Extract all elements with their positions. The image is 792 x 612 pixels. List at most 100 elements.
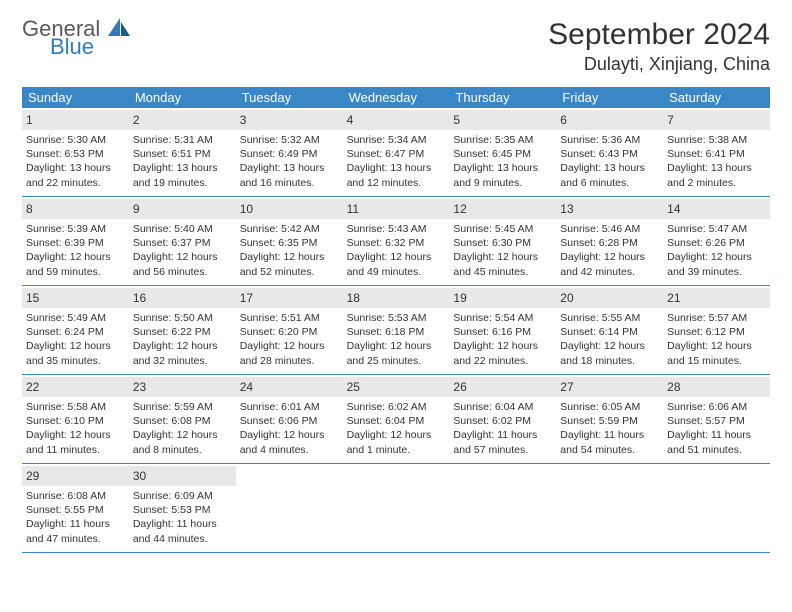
day-cell: 4 Sunrise: 5:34 AMSunset: 6:47 PMDaylight… [343,108,450,196]
day-number-bar: 14 [663,199,770,219]
day-number-bar: 27 [556,377,663,397]
day-cell: 3 Sunrise: 5:32 AMSunset: 6:49 PMDaylight… [236,108,343,196]
day-cell: 17 Sunrise: 5:51 AMSunset: 6:20 PMDayligh… [236,286,343,374]
day-number: 25 [347,380,360,394]
day-number: 17 [240,291,253,305]
logo-blue: Blue [50,36,100,58]
day-number: 21 [667,291,680,305]
day-number: 10 [240,202,253,216]
day-number-bar: 22 [22,377,129,397]
day-cell: 19 Sunrise: 5:54 AMSunset: 6:16 PMDayligh… [449,286,556,374]
weekday-header: Monday [129,87,236,108]
day-cell: 1 Sunrise: 5:30 AMSunset: 6:53 PMDaylight… [22,108,129,196]
day-info: Sunrise: 5:51 AMSunset: 6:20 PMDaylight:… [240,311,339,368]
day-number-bar: 7 [663,110,770,130]
day-info: Sunrise: 5:34 AMSunset: 6:47 PMDaylight:… [347,133,446,190]
day-number-bar: 5 [449,110,556,130]
day-info: Sunrise: 5:42 AMSunset: 6:35 PMDaylight:… [240,222,339,279]
day-number-bar: 10 [236,199,343,219]
day-number: 12 [453,202,466,216]
header: General Blue September 2024 Dulayti, Xin… [22,18,770,75]
day-number-bar: 28 [663,377,770,397]
day-cell [663,464,770,552]
day-cell: 11Sunrise: 5:43 AMSunset: 6:32 PMDayligh… [343,197,450,285]
day-cell: 15Sunrise: 5:49 AMSunset: 6:24 PMDayligh… [22,286,129,374]
day-cell [556,464,663,552]
day-cell: 25Sunrise: 6:02 AMSunset: 6:04 PMDayligh… [343,375,450,463]
day-cell [343,464,450,552]
day-cell: 20Sunrise: 5:55 AMSunset: 6:14 PMDayligh… [556,286,663,374]
sail-icon [106,16,132,43]
day-cell: 10 Sunrise: 5:42 AMSunset: 6:35 PMDayligh… [236,197,343,285]
month-title: September 2024 [548,18,770,52]
day-cell: 13 Sunrise: 5:46 AMSunset: 6:28 PMDayligh… [556,197,663,285]
day-cell: 12 Sunrise: 5:45 AMSunset: 6:30 PMDayligh… [449,197,556,285]
day-number-bar: 2 [129,110,236,130]
title-block: September 2024 Dulayti, Xinjiang, China [548,18,770,75]
week-row: 8 Sunrise: 5:39 AMSunset: 6:39 PMDaylight… [22,197,770,286]
day-cell: 30 Sunrise: 6:09 AMSunset: 5:53 PMDayligh… [129,464,236,552]
day-number-bar: 8 [22,199,129,219]
day-info: Sunrise: 5:31 AMSunset: 6:51 PMDaylight:… [133,133,232,190]
week-row: 15Sunrise: 5:49 AMSunset: 6:24 PMDayligh… [22,286,770,375]
day-number: 13 [560,202,573,216]
day-info: Sunrise: 6:05 AMSunset: 5:59 PMDaylight:… [560,400,659,457]
day-info: Sunrise: 5:38 AMSunset: 6:41 PMDaylight:… [667,133,766,190]
day-number: 22 [26,380,39,394]
day-cell: 26 Sunrise: 6:04 AMSunset: 6:02 PMDayligh… [449,375,556,463]
day-info: Sunrise: 5:46 AMSunset: 6:28 PMDaylight:… [560,222,659,279]
day-number-bar: 4 [343,110,450,130]
day-info: Sunrise: 5:30 AMSunset: 6:53 PMDaylight:… [26,133,125,190]
calendar-grid: SundayMondayTuesdayWednesdayThursdayFrid… [22,87,770,553]
day-info: Sunrise: 5:57 AMSunset: 6:12 PMDaylight:… [667,311,766,368]
day-number: 30 [133,469,146,483]
day-cell: 28Sunrise: 6:06 AMSunset: 5:57 PMDayligh… [663,375,770,463]
day-number: 26 [453,380,466,394]
day-number-bar: 1 [22,110,129,130]
day-cell: 7 Sunrise: 5:38 AMSunset: 6:41 PMDaylight… [663,108,770,196]
day-number-bar: 15 [22,288,129,308]
day-cell: 14Sunrise: 5:47 AMSunset: 6:26 PMDayligh… [663,197,770,285]
day-number-bar: 16 [129,288,236,308]
weekday-header-row: SundayMondayTuesdayWednesdayThursdayFrid… [22,87,770,108]
day-cell: 24Sunrise: 6:01 AMSunset: 6:06 PMDayligh… [236,375,343,463]
day-number-bar: 11 [343,199,450,219]
day-number-bar: 26 [449,377,556,397]
day-number: 5 [453,113,460,127]
day-number: 15 [26,291,39,305]
day-number: 8 [26,202,33,216]
day-info: Sunrise: 5:45 AMSunset: 6:30 PMDaylight:… [453,222,552,279]
day-number-bar: 3 [236,110,343,130]
day-info: Sunrise: 6:09 AMSunset: 5:53 PMDaylight:… [133,489,232,546]
day-info: Sunrise: 6:04 AMSunset: 6:02 PMDaylight:… [453,400,552,457]
day-number-bar: 9 [129,199,236,219]
day-info: Sunrise: 5:39 AMSunset: 6:39 PMDaylight:… [26,222,125,279]
day-number: 29 [26,469,39,483]
day-info: Sunrise: 6:01 AMSunset: 6:06 PMDaylight:… [240,400,339,457]
day-number-bar: 19 [449,288,556,308]
weekday-header: Tuesday [236,87,343,108]
day-info: Sunrise: 5:58 AMSunset: 6:10 PMDaylight:… [26,400,125,457]
day-number: 2 [133,113,140,127]
day-cell: 22 Sunrise: 5:58 AMSunset: 6:10 PMDayligh… [22,375,129,463]
day-info: Sunrise: 5:32 AMSunset: 6:49 PMDaylight:… [240,133,339,190]
day-cell: 23Sunrise: 5:59 AMSunset: 6:08 PMDayligh… [129,375,236,463]
day-info: Sunrise: 6:08 AMSunset: 5:55 PMDaylight:… [26,489,125,546]
day-number-bar: 21 [663,288,770,308]
week-row: 22 Sunrise: 5:58 AMSunset: 6:10 PMDayligh… [22,375,770,464]
day-number: 1 [26,113,33,127]
week-row: 29 Sunrise: 6:08 AMSunset: 5:55 PMDayligh… [22,464,770,553]
day-cell [236,464,343,552]
day-number-bar: 29 [22,466,129,486]
day-number: 23 [133,380,146,394]
weekday-header: Thursday [449,87,556,108]
day-cell: 9Sunrise: 5:40 AMSunset: 6:37 PMDaylight… [129,197,236,285]
day-number: 9 [133,202,140,216]
weekday-header: Wednesday [343,87,450,108]
day-info: Sunrise: 5:50 AMSunset: 6:22 PMDaylight:… [133,311,232,368]
day-cell: 2 Sunrise: 5:31 AMSunset: 6:51 PMDaylight… [129,108,236,196]
day-info: Sunrise: 5:53 AMSunset: 6:18 PMDaylight:… [347,311,446,368]
calendar-page: General Blue September 2024 Dulayti, Xin… [0,0,792,571]
day-info: Sunrise: 5:54 AMSunset: 6:16 PMDaylight:… [453,311,552,368]
weekday-header: Friday [556,87,663,108]
